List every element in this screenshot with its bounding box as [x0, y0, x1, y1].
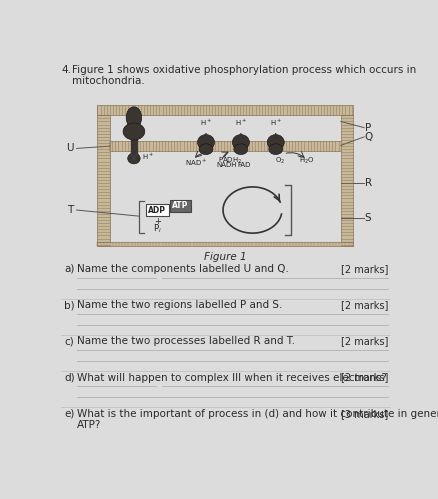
- Text: [3 marks]: [3 marks]: [340, 409, 387, 419]
- Ellipse shape: [233, 144, 247, 155]
- Bar: [109, 141, 341, 151]
- Text: Figure 1 shows oxidative phosphorylation process which occurs in
mitochondria.: Figure 1 shows oxidative phosphorylation…: [72, 64, 415, 86]
- Text: a): a): [64, 264, 74, 274]
- Text: R: R: [364, 178, 371, 188]
- Ellipse shape: [127, 153, 140, 164]
- Text: c): c): [64, 336, 74, 346]
- Text: [2 marks]: [2 marks]: [340, 336, 387, 346]
- Text: S: S: [364, 213, 371, 223]
- Ellipse shape: [123, 123, 145, 140]
- Bar: [97, 104, 353, 115]
- Text: [2 marks]: [2 marks]: [340, 264, 387, 274]
- Text: Name the two processes labelled R and T.: Name the two processes labelled R and T.: [76, 336, 294, 346]
- Text: P: P: [364, 123, 370, 133]
- Text: What is the important of process in (d) and how it contribute in generation of
A: What is the important of process in (d) …: [76, 409, 438, 430]
- Bar: [340, 115, 353, 246]
- Text: FAD: FAD: [237, 162, 250, 168]
- Text: FADH$_2$: FADH$_2$: [217, 156, 241, 166]
- Bar: [97, 243, 353, 246]
- Ellipse shape: [197, 135, 214, 150]
- Text: +: +: [153, 217, 160, 226]
- Text: NAD$^+$: NAD$^+$: [185, 158, 207, 168]
- Text: 4.: 4.: [61, 64, 71, 74]
- Ellipse shape: [126, 107, 141, 128]
- Text: Figure 1: Figure 1: [204, 252, 246, 262]
- Text: Name the two regions labelled P and S.: Name the two regions labelled P and S.: [76, 300, 281, 310]
- FancyBboxPatch shape: [145, 204, 169, 216]
- FancyBboxPatch shape: [170, 200, 191, 212]
- Text: e): e): [64, 409, 74, 419]
- Text: P$_i$: P$_i$: [152, 223, 161, 235]
- Text: O$_2$: O$_2$: [274, 156, 284, 166]
- Text: Name the components labelled U and Q.: Name the components labelled U and Q.: [76, 264, 288, 274]
- Text: Q: Q: [364, 132, 372, 142]
- Text: What will happen to complex III when it receives electrons?: What will happen to complex III when it …: [76, 372, 385, 383]
- Text: NADH: NADH: [215, 162, 236, 168]
- Text: U: U: [67, 143, 74, 153]
- Text: H$^+$: H$^+$: [269, 118, 281, 128]
- Text: d): d): [64, 372, 74, 383]
- Ellipse shape: [232, 135, 249, 150]
- Text: T: T: [67, 205, 73, 215]
- Ellipse shape: [267, 135, 284, 150]
- Text: ATP: ATP: [172, 201, 188, 210]
- Text: ADP: ADP: [148, 206, 166, 215]
- Text: [2 marks]: [2 marks]: [340, 372, 387, 383]
- Text: H$_2$O: H$_2$O: [298, 156, 314, 166]
- Text: H$^+$: H$^+$: [234, 118, 246, 128]
- Text: b): b): [64, 300, 74, 310]
- Text: H$^+$: H$^+$: [200, 118, 212, 128]
- Ellipse shape: [198, 144, 212, 155]
- Text: [2 marks]: [2 marks]: [340, 300, 387, 310]
- Bar: [97, 115, 110, 246]
- Ellipse shape: [268, 144, 282, 155]
- Text: H$^+$: H$^+$: [141, 152, 153, 162]
